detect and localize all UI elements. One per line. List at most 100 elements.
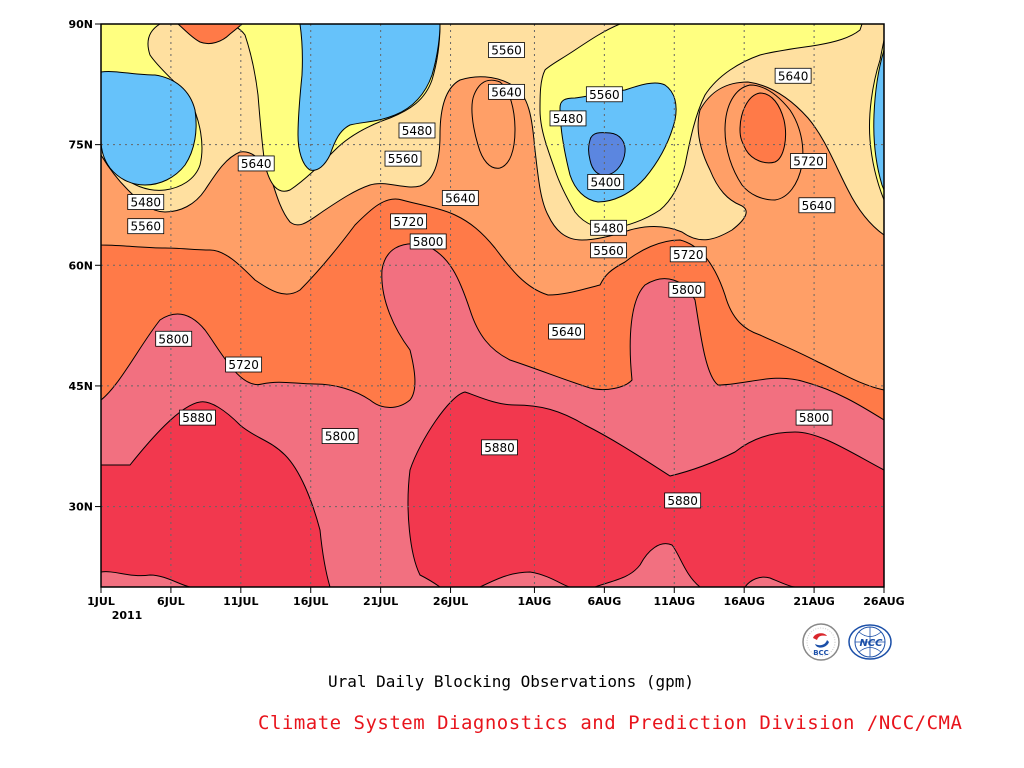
contour-label-text: 5640 xyxy=(778,69,809,83)
x-tick-label: 6AUG xyxy=(587,595,621,608)
contour-label: 5640 xyxy=(488,83,525,100)
contour-label-text: 5480 xyxy=(402,124,433,138)
contour-label-box xyxy=(481,439,518,456)
contour-label: 5400 xyxy=(587,174,625,190)
contour-label: 5560 xyxy=(585,86,623,103)
contour-label: 5800 xyxy=(155,330,193,347)
contour-label-text: 5800 xyxy=(158,332,189,346)
contour-label-text: 5720 xyxy=(393,215,424,229)
contour-label: 5560 xyxy=(384,150,422,167)
contour-label: 5800 xyxy=(321,428,359,444)
contour-label: 5720 xyxy=(225,356,263,373)
contour-label: 5480 xyxy=(398,122,436,139)
contour-label-text: 5640 xyxy=(445,192,476,206)
x-tick-label: 1JUL xyxy=(87,595,115,608)
contour-label-text: 5560 xyxy=(130,220,161,234)
contour-label-box xyxy=(384,150,422,167)
band-5400-central xyxy=(297,24,441,171)
x-tick-label: 21JUL xyxy=(363,595,398,608)
band-5480 xyxy=(101,24,884,229)
x-tick-label: 16JUL xyxy=(293,595,328,608)
svg-text:BCC: BCC xyxy=(813,649,829,657)
band-5800-low3 xyxy=(594,543,701,587)
contour-label: 5880 xyxy=(664,492,702,509)
contour-label: 5560 xyxy=(127,218,165,235)
contour-label: 5880 xyxy=(481,439,518,456)
contour-label-box xyxy=(549,110,587,127)
contour-label-box xyxy=(390,213,428,230)
contour-label-text: 5400 xyxy=(590,175,621,189)
contour-label-box xyxy=(795,409,833,426)
contour-label: 5640 xyxy=(441,190,479,206)
contour-label-box xyxy=(127,194,165,210)
contour-label-box xyxy=(668,281,706,298)
contour-label-text: 5480 xyxy=(553,112,584,126)
y-tick-label: 90N xyxy=(68,18,93,31)
contour-label-text: 5720 xyxy=(228,358,259,372)
contour-label-box xyxy=(669,246,707,263)
contour-label: 5800 xyxy=(409,233,447,250)
contour-label: 5480 xyxy=(127,194,165,210)
y-axis: 30N 45N 60N 75N 90N xyxy=(68,18,101,514)
contour-label-box xyxy=(155,330,193,347)
x-tick-label: 21AUG xyxy=(793,595,834,608)
contour-labels: 5560 5560 5640 5640 5480 5480 5560 5640 5400 5720… xyxy=(127,42,836,509)
band-lt5400 xyxy=(588,132,626,176)
contour-label-box xyxy=(548,323,586,340)
contour-label-box xyxy=(664,492,702,509)
contour-label: 5480 xyxy=(549,110,587,127)
contour-label: 5560 xyxy=(590,242,627,259)
contour-label: 5720 xyxy=(669,246,707,263)
contour-label-box xyxy=(587,174,625,190)
y-tick-label: 60N xyxy=(68,259,93,272)
contour-label-box xyxy=(790,153,827,169)
x-tick-label: 11JUL xyxy=(223,595,258,608)
contour-label-box xyxy=(585,86,623,103)
y-tick-label: 30N xyxy=(68,501,93,514)
contour-label-text: 5560 xyxy=(589,88,620,102)
svg-text:NCC: NCC xyxy=(859,638,883,649)
band-5800-low xyxy=(101,571,191,587)
y-tick-label: 75N xyxy=(68,139,93,152)
contour-label: 5640 xyxy=(237,155,275,172)
contour-label-text: 5480 xyxy=(130,196,161,210)
contour-label: 5560 xyxy=(488,42,525,58)
contour-label-box xyxy=(774,67,812,84)
x-axis: 1JUL 6JUL 11JUL 16JUL 21JUL 26JUL 1AUG 6AUG 11AU… xyxy=(87,587,905,608)
contour-label-box xyxy=(127,218,165,235)
contour-label-box xyxy=(321,428,359,444)
contour-label-text: 5880 xyxy=(182,411,213,425)
contour-label-box xyxy=(488,83,525,100)
contour-label-box xyxy=(409,233,447,250)
contour-label-box xyxy=(590,242,627,259)
contour-label-text: 5640 xyxy=(241,157,272,171)
contour-label-text: 5800 xyxy=(799,411,830,425)
contour-label-box xyxy=(225,356,263,373)
contour-label-text: 5800 xyxy=(325,430,356,444)
contour-label-box xyxy=(237,155,275,172)
contour-label: 5880 xyxy=(179,409,216,426)
contour-label-text: 5880 xyxy=(667,494,698,508)
contour-label: 5720 xyxy=(390,213,428,230)
plot-area xyxy=(101,24,884,587)
y-tick-label: 45N xyxy=(68,380,93,393)
x-tick-label: 6JUL xyxy=(157,595,185,608)
chart-title: Ural Daily Blocking Observations (gpm) xyxy=(327,672,695,691)
x-tick-label: 11AUG xyxy=(654,595,695,608)
band-5720-topleft xyxy=(177,24,243,45)
band-5720-east xyxy=(739,92,787,164)
contour-label: 5640 xyxy=(798,197,836,214)
x-year-label: 2011 xyxy=(112,609,143,622)
contour-label-text: 5480 xyxy=(593,221,624,235)
band-5400-edge xyxy=(873,49,884,191)
contour-label-text: 5720 xyxy=(793,155,824,169)
band-5400-west xyxy=(101,71,197,186)
band-5800-low2 xyxy=(479,571,571,587)
contour-label-text: 5800 xyxy=(413,235,444,249)
credit-line: Climate System Diagnostics and Predictio… xyxy=(258,712,963,734)
contour-label-box xyxy=(398,122,436,139)
band-5640-north xyxy=(471,79,516,169)
x-tick-label: 1AUG xyxy=(518,595,552,608)
contour-label-text: 5880 xyxy=(484,441,515,455)
